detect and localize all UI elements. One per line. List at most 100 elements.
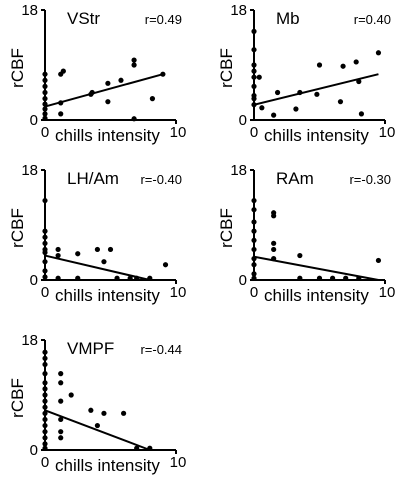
regression-line [44, 73, 164, 108]
data-point [75, 275, 81, 281]
data-point [42, 71, 48, 77]
data-point [55, 275, 61, 281]
data-point [251, 47, 257, 53]
data-point [42, 380, 48, 386]
data-point [343, 275, 349, 281]
data-point [118, 77, 124, 83]
correlation-label: r=-0.40 [140, 172, 182, 187]
data-point [251, 74, 257, 80]
data-point [293, 106, 299, 112]
data-point [58, 435, 64, 441]
data-point [42, 249, 48, 256]
data-point [375, 257, 382, 264]
data-point [42, 268, 48, 274]
data-point [316, 62, 323, 68]
data-point [58, 398, 64, 404]
data-point [134, 445, 140, 451]
data-point [42, 392, 48, 398]
data-point [251, 96, 257, 102]
data-point [42, 240, 48, 246]
data-point [162, 262, 169, 268]
x-tick-label-min: 0 [41, 454, 49, 471]
data-point [358, 111, 365, 117]
data-point [251, 207, 257, 213]
x-axis-label: chills intensity [55, 456, 160, 475]
data-point [88, 407, 94, 413]
panel-title: VMPF [67, 339, 114, 358]
correlation-label: r=0.49 [145, 12, 182, 27]
data-point [42, 234, 48, 240]
regression-line [44, 254, 151, 281]
y-tick-label-min: 0 [239, 272, 247, 289]
data-point [42, 77, 48, 83]
data-point [356, 275, 362, 281]
data-point [42, 197, 48, 204]
data-point [60, 68, 66, 74]
y-tick-label-max: 18 [21, 162, 38, 179]
data-point [42, 435, 48, 441]
regression-line [253, 73, 379, 106]
data-point [256, 74, 262, 80]
data-point [105, 80, 111, 86]
data-point [121, 410, 127, 416]
data-point [274, 89, 281, 96]
data-point [160, 71, 166, 77]
data-point [42, 445, 48, 451]
scatter-panel: 18 00 10 chills intensity rCBF Mb r=0.40 [217, 2, 395, 145]
data-point [251, 271, 257, 277]
data-point [107, 246, 114, 253]
x-axis-label: chills intensity [264, 286, 369, 305]
data-point [114, 275, 120, 281]
data-point [42, 111, 48, 117]
data-point [251, 246, 257, 253]
x-tick-label-min: 0 [250, 284, 258, 301]
data-point [356, 78, 362, 85]
data-point [68, 392, 74, 398]
correlation-label: r=-0.44 [140, 342, 182, 357]
data-point [271, 240, 277, 246]
data-point [42, 371, 48, 377]
scatter-panel: 18 00 10 chills intensity rCBF LH/Am r=-0.40 [8, 162, 186, 305]
data-point [42, 429, 48, 435]
data-point [314, 91, 320, 97]
data-point [353, 59, 359, 65]
data-point [42, 410, 48, 416]
y-tick-label-max: 18 [21, 332, 38, 349]
data-point [101, 259, 107, 265]
data-point [42, 259, 48, 265]
data-point [55, 252, 61, 259]
y-tick-label-max: 18 [230, 162, 247, 179]
data-point [42, 404, 48, 410]
data-point [58, 380, 64, 386]
data-point [251, 68, 257, 74]
y-axis-label: rCBF [8, 378, 27, 418]
y-tick-label-min: 0 [30, 272, 38, 289]
y-tick-label-min: 0 [30, 442, 38, 459]
data-point [251, 83, 257, 89]
regression-line [44, 409, 151, 451]
x-tick-label-min: 0 [41, 284, 49, 301]
data-point [297, 89, 303, 96]
data-point [89, 89, 95, 96]
data-point [131, 57, 137, 63]
y-tick-label-max: 18 [21, 2, 38, 19]
data-point [94, 246, 100, 253]
data-point [42, 416, 48, 423]
panel-title: VStr [67, 9, 100, 28]
data-point [131, 62, 137, 68]
data-point [94, 422, 100, 429]
data-point [42, 398, 48, 404]
data-point [42, 349, 48, 355]
data-point [251, 256, 257, 262]
data-point [42, 355, 48, 361]
x-tick-label-max: 10 [379, 124, 396, 141]
data-point [251, 219, 257, 225]
data-point [58, 100, 64, 106]
y-tick-label-min: 0 [30, 112, 38, 129]
data-point [251, 228, 257, 234]
data-point [375, 50, 382, 56]
data-point [42, 115, 48, 121]
data-point [58, 429, 64, 435]
data-point [271, 256, 277, 262]
